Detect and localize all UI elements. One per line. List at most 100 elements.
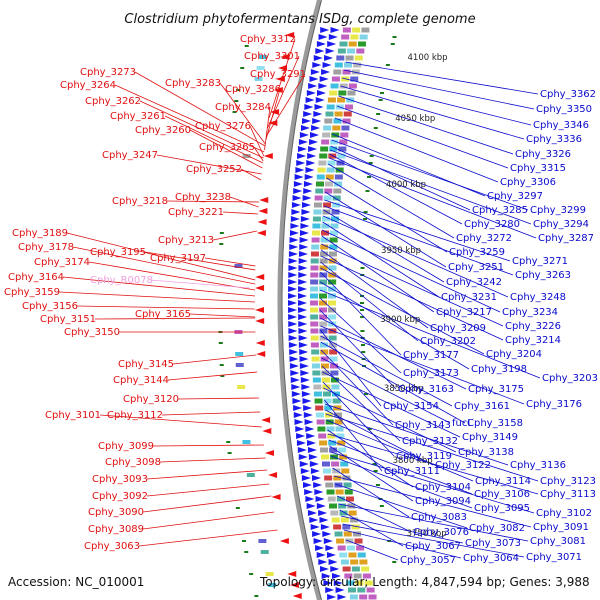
feature-bar (346, 545, 355, 551)
blue-arrow (305, 426, 315, 432)
feature-bar (258, 55, 267, 59)
gene-label-right: Cphy_3106 (474, 489, 530, 500)
leader-line-right (322, 221, 440, 298)
blue-arrow (308, 83, 318, 89)
gene-label-right: Cphy_3202 (420, 336, 476, 347)
feature-bar (328, 293, 337, 299)
gene-label-right: Cphy_3217 (436, 307, 492, 318)
feature-bar (340, 517, 349, 523)
leader-line-right (326, 419, 474, 482)
blue-arrow (299, 244, 309, 250)
blue-arrow (321, 69, 331, 75)
feature-bar (334, 111, 343, 117)
kbp-label: 3950 kbp (381, 246, 421, 256)
feature-bar (361, 566, 370, 572)
gene-label-left: Cphy_3120 (123, 394, 179, 405)
feature-bar (310, 272, 319, 278)
feature-bar (330, 216, 339, 222)
tick-mark (226, 441, 231, 443)
gene-label-right: Cphy_3111 (384, 466, 440, 477)
gene-label-left: Cphy_3151 (40, 314, 96, 325)
gene-label-right: Cphy_3297 (487, 191, 543, 202)
feature-bar (329, 237, 338, 243)
gene-label-right: Cphy_3064 (463, 553, 519, 564)
leader-line-left (146, 469, 268, 480)
leader-line-left (66, 232, 256, 281)
feature-bar (316, 174, 325, 180)
topology-summary: Topology: circular; Length: 4,847,594 bp… (259, 575, 590, 589)
leader-line-right (323, 209, 445, 283)
gene-label-right: Cphy_3143 (395, 420, 451, 431)
gene-label-right: Cphy_3294 (533, 219, 589, 230)
blue-arrow (320, 27, 330, 33)
gene-label-right: Cphy_3154 (383, 401, 439, 412)
leader-line-right (320, 271, 402, 356)
red-arrow (255, 340, 265, 346)
blue-arrow (330, 566, 340, 572)
feature-bar (313, 384, 322, 390)
feature-bar (341, 34, 350, 40)
feature-bar (342, 475, 351, 481)
gene-label-right: Cphy_3259 (449, 247, 505, 258)
gene-label-left: Cphy_3156 (22, 301, 78, 312)
blue-arrow (300, 216, 310, 222)
feature-bar (334, 419, 343, 425)
feature-bar (323, 398, 332, 404)
gene-label-left: Cphy_3164 (8, 272, 64, 283)
leader-line-right (329, 445, 414, 502)
blue-arrow (310, 524, 320, 530)
leader-line-left (142, 511, 275, 530)
blue-arrow (298, 335, 308, 341)
feature-bar (334, 531, 343, 537)
gene-label-right: Cphy_3175 (468, 384, 524, 395)
blue-arrow (299, 461, 309, 467)
feature-bar (311, 237, 320, 243)
red-arrow (262, 428, 272, 434)
feature-bar (258, 539, 267, 543)
feature-bar (339, 83, 348, 89)
feature-bar (352, 531, 361, 537)
leader-line-right (320, 255, 504, 341)
feature-bar (325, 419, 334, 425)
leader-line-right (320, 261, 419, 342)
leader-line-right (322, 229, 501, 313)
feature-bar (347, 587, 356, 593)
gene-label-right: Cphy_3203 (542, 373, 598, 384)
feature-bar (342, 69, 351, 75)
kbp-label: 3900 kbp (380, 315, 420, 325)
blue-arrow (337, 594, 347, 600)
blue-arrow (301, 202, 311, 208)
feature-bar (347, 48, 356, 54)
feature-bar (312, 223, 321, 229)
feature-bar (310, 321, 319, 327)
feature-bar (315, 181, 324, 187)
blue-arrow (288, 307, 298, 313)
leader-line-left (146, 483, 270, 497)
blue-arrow (313, 482, 323, 488)
leader-line-right (320, 349, 394, 426)
blue-arrow (328, 559, 338, 565)
tick-mark (361, 351, 366, 353)
blue-arrow (314, 489, 324, 495)
blue-arrow (299, 230, 309, 236)
feature-bar (328, 153, 337, 159)
gene-label-right: Cphy_3204 (486, 349, 542, 360)
blue-arrow (324, 55, 334, 61)
blue-arrow (288, 251, 298, 257)
feature-bar (326, 426, 335, 432)
feature-bar (319, 342, 328, 348)
blue-arrow (293, 181, 303, 187)
feature-bar (256, 66, 265, 70)
blue-arrow (298, 286, 308, 292)
tick-mark (378, 99, 383, 101)
feature-bar (323, 195, 332, 201)
feature-bar (331, 76, 340, 82)
backbone-edge (281, 0, 322, 600)
gene-label-right: Cphy_3299 (530, 205, 586, 216)
tick-mark (254, 595, 259, 597)
gene-label-left: Cphy_3178 (18, 242, 74, 253)
gene-label-left: Cphy_3286 (225, 84, 281, 95)
feature-bar (320, 356, 329, 362)
feature-bar (330, 377, 339, 383)
